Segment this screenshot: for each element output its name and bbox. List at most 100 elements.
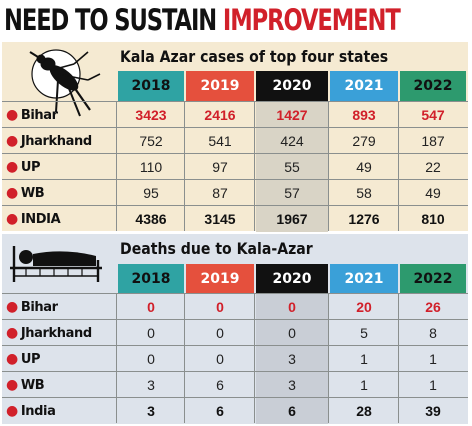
row-label-text: WB: [20, 186, 45, 201]
cases-cell: 187: [421, 133, 445, 149]
cases-cell: 2416: [204, 107, 236, 123]
mosquito-icon: [28, 44, 106, 122]
cases-cell: 87: [212, 185, 228, 201]
cases-cell: 893: [352, 107, 376, 123]
deaths-cell: 28: [356, 403, 372, 419]
cases-cell: 49: [425, 185, 441, 201]
deaths-cell: 1: [429, 377, 437, 393]
cases-year-header-2018: 2018: [118, 71, 184, 101]
divider: [2, 319, 468, 320]
deaths-cell: 0: [256, 294, 328, 320]
deaths-row-label-jharkhand: ● Jharkhand: [2, 320, 102, 346]
deaths-cell: 0: [216, 299, 224, 315]
cases-year-header-2021: 2021: [330, 71, 398, 101]
deaths-cell: 0: [256, 320, 328, 346]
cases-cell: 424: [256, 128, 328, 154]
cases-cell: 58: [356, 185, 372, 201]
deaths-row-label-bihar: ● Bihar: [2, 294, 102, 320]
divider: [2, 101, 468, 102]
row-label-text: India: [20, 404, 56, 419]
deaths-cell: 6: [256, 398, 328, 424]
bullet-icon: ●: [6, 185, 18, 201]
deaths-cell: 6: [216, 403, 224, 419]
cases-cell: 541: [208, 133, 232, 149]
divider: [328, 293, 329, 423]
deaths-cell: 1: [360, 377, 368, 393]
divider: [398, 293, 399, 423]
row-label-text: Bihar: [20, 108, 58, 123]
cases-cell: 3145: [204, 211, 236, 227]
bullet-icon: ●: [6, 133, 18, 149]
deaths-row-label-up: ● UP: [2, 346, 102, 372]
deaths-cell: 8: [429, 325, 437, 341]
deaths-cell: 39: [425, 403, 441, 419]
divider: [2, 397, 468, 398]
bullet-icon: ●: [6, 403, 18, 419]
cases-cell: 4386: [135, 211, 167, 227]
cases-cell: 22: [425, 159, 441, 175]
deaths-cell: 0: [216, 325, 224, 341]
divider: [328, 101, 329, 231]
deaths-row-label-wb: ● WB: [2, 372, 102, 398]
cases-cell: 1276: [348, 211, 380, 227]
row-label-text: Jharkhand: [20, 134, 92, 149]
deaths-title: Deaths due to Kala-Azar: [120, 239, 313, 258]
patient-on-bed-icon: [6, 238, 106, 284]
deaths-cell: 0: [147, 351, 155, 367]
divider: [116, 293, 117, 423]
cases-cell: 95: [143, 185, 159, 201]
deaths-row-label-india: ● India: [2, 398, 102, 424]
cases-cell: 1967: [256, 206, 328, 232]
deaths-cell: 3: [256, 346, 328, 372]
divider: [2, 153, 468, 154]
cases-cell: 3423: [135, 107, 167, 123]
bullet-icon: ●: [6, 107, 18, 123]
divider: [184, 101, 185, 231]
deaths-year-header-2019: 2019: [186, 264, 254, 294]
divider: [116, 101, 117, 231]
deaths-year-header-2020: 2020: [256, 264, 328, 294]
deaths-cell: 6: [216, 377, 224, 393]
cases-cell: 55: [256, 154, 328, 180]
cases-cell: 110: [139, 159, 163, 175]
deaths-cell: 3: [256, 372, 328, 398]
bullet-icon: ●: [6, 159, 18, 175]
deaths-cell: 1: [429, 351, 437, 367]
cases-year-header-2019: 2019: [186, 71, 254, 101]
bullet-icon: ●: [6, 299, 18, 315]
bullet-icon: ●: [6, 377, 18, 393]
cases-cell: 547: [421, 107, 445, 123]
headline-part-red: IMPROVEMENT: [222, 3, 401, 37]
divider: [2, 179, 468, 180]
cases-cell: 752: [139, 133, 163, 149]
cases-year-header-2020: 2020: [256, 71, 328, 101]
divider: [254, 101, 255, 231]
cases-cell: 810: [421, 211, 445, 227]
cases-year-header-2022: 2022: [400, 71, 466, 101]
divider: [2, 345, 468, 346]
cases-cell: 49: [356, 159, 372, 175]
bullet-icon: ●: [6, 211, 18, 227]
row-label-text: INDIA: [20, 212, 61, 227]
row-label-text: UP: [20, 352, 41, 367]
divider: [184, 293, 185, 423]
divider: [398, 101, 399, 231]
deaths-cell: 0: [147, 299, 155, 315]
divider: [2, 371, 468, 372]
cases-row-label-jharkhand: ● Jharkhand: [2, 128, 102, 154]
deaths-year-header-2018: 2018: [118, 264, 184, 294]
deaths-cell: 1: [360, 351, 368, 367]
deaths-cell: 0: [147, 325, 155, 341]
cases-row-label-bihar: ● Bihar: [2, 102, 102, 128]
divider: [2, 127, 468, 128]
row-label-text: UP: [20, 160, 41, 175]
cases-title: Kala Azar cases of top four states: [120, 47, 389, 66]
deaths-cell: 5: [360, 325, 368, 341]
divider: [2, 293, 468, 294]
deaths-cell: 3: [147, 377, 155, 393]
row-label-text: Jharkhand: [20, 326, 92, 341]
deaths-year-header-2022: 2022: [400, 264, 466, 294]
deaths-cell: 3: [147, 403, 155, 419]
deaths-year-header-2021: 2021: [330, 264, 398, 294]
cases-row-label-wb: ● WB: [2, 180, 102, 206]
